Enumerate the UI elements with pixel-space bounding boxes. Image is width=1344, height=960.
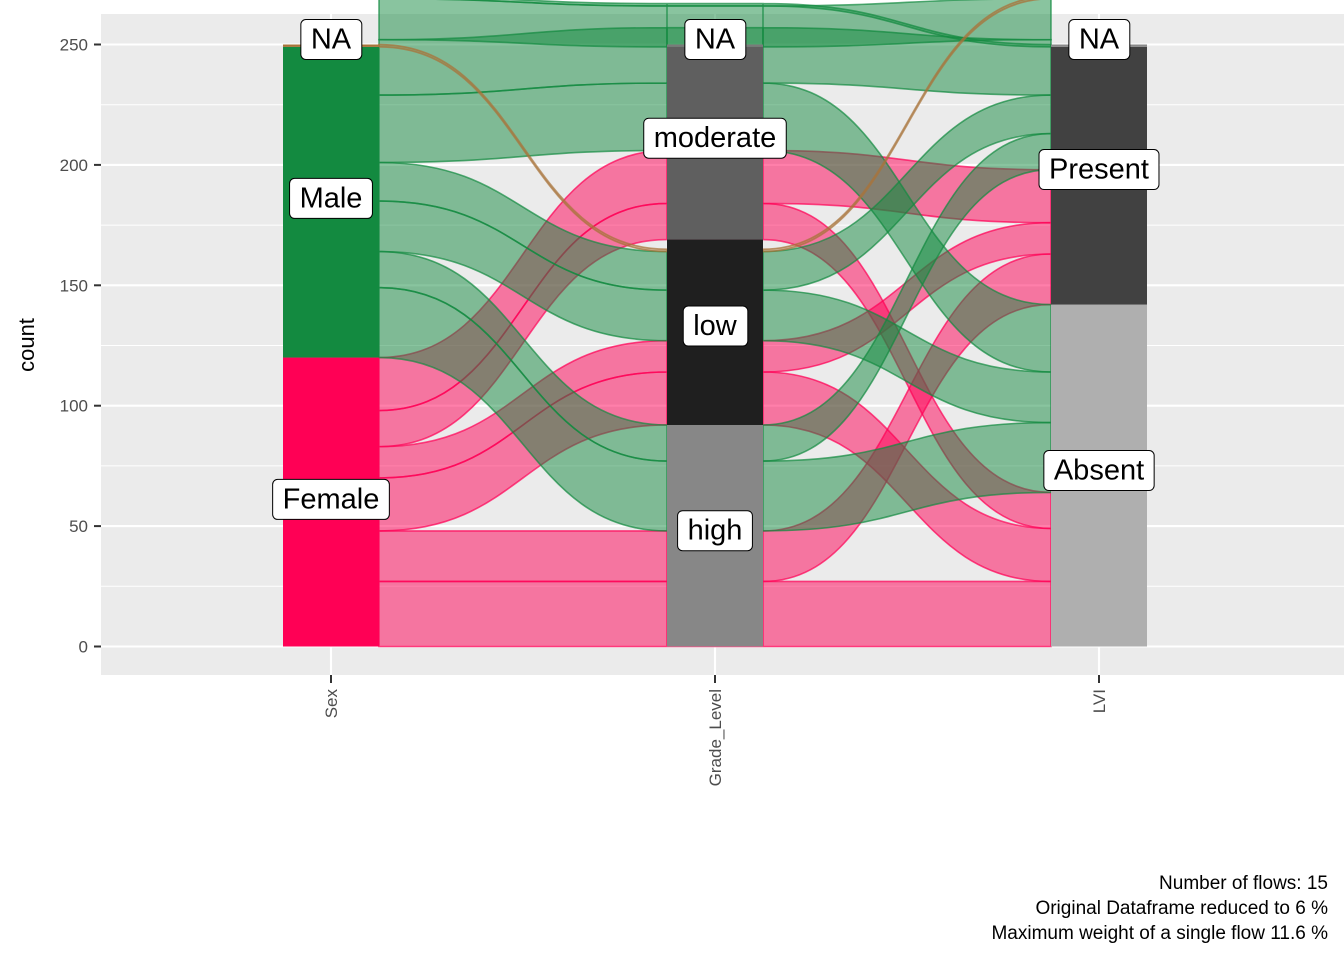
label-box [1068, 19, 1131, 60]
label-box [684, 19, 747, 60]
label-box [300, 19, 363, 60]
label-box [1038, 149, 1160, 191]
label-text: NA [1079, 24, 1120, 56]
x-tick-label-grade-level: Grade_Level [706, 689, 725, 786]
stratum-label-lvi-absent: Absent [1043, 450, 1155, 492]
stratum-label-grade-level-na: NA [684, 19, 747, 60]
caption-line: Original Dataframe reduced to 6 % [1035, 898, 1328, 919]
y-axis: 0 50 100 150 200 250 [60, 36, 101, 657]
label-box [682, 305, 749, 347]
y-axis-title: count [14, 318, 39, 372]
y-tick-label: 100 [60, 397, 88, 416]
label-box [643, 117, 787, 159]
x-axis: Sex Grade_Level LVI [322, 675, 1109, 786]
stratum-label-sex-female: Female [272, 478, 390, 520]
label-text: Female [283, 483, 380, 515]
stratum-label-sex-na: NA [300, 19, 363, 60]
stratum-labels: Female Male NA high low moderate NA Absent Prese… [272, 19, 1160, 552]
x-tick-label-lvi: LVI [1090, 689, 1109, 713]
label-box [1043, 450, 1155, 492]
label-box [289, 177, 373, 219]
y-tick-label: 200 [60, 156, 88, 175]
label-text: Absent [1054, 455, 1144, 487]
label-text: NA [311, 24, 352, 56]
label-text: high [688, 515, 743, 547]
x-tick-label-sex: Sex [322, 689, 341, 719]
label-text: low [693, 310, 738, 342]
caption-line: Number of flows: 15 [1159, 873, 1328, 894]
y-tick-label: 0 [79, 638, 88, 657]
y-tick-label: 150 [60, 276, 88, 295]
label-text: Male [300, 182, 363, 214]
stratum-label-grade-level-moderate: moderate [643, 117, 787, 159]
y-tick-label: 250 [60, 36, 88, 55]
label-box [272, 478, 390, 520]
stratum-label-lvi-na: NA [1068, 19, 1131, 60]
label-text: Present [1049, 154, 1149, 186]
flow-ribbons [378, 0, 1052, 648]
caption-line: Maximum weight of a single flow 11.6 % [991, 923, 1328, 944]
label-text: NA [695, 24, 736, 56]
label-box [677, 510, 753, 552]
stratum-label-lvi-present: Present [1038, 149, 1160, 191]
stratum-label-sex-male: Male [289, 177, 373, 219]
stratum-label-grade-level-low: low [682, 305, 749, 347]
label-text: moderate [654, 122, 777, 154]
y-tick-label: 50 [69, 517, 88, 536]
caption: Number of flows: 15 Original Dataframe re… [991, 873, 1328, 944]
stratum-label-grade-level-high: high [677, 510, 753, 552]
